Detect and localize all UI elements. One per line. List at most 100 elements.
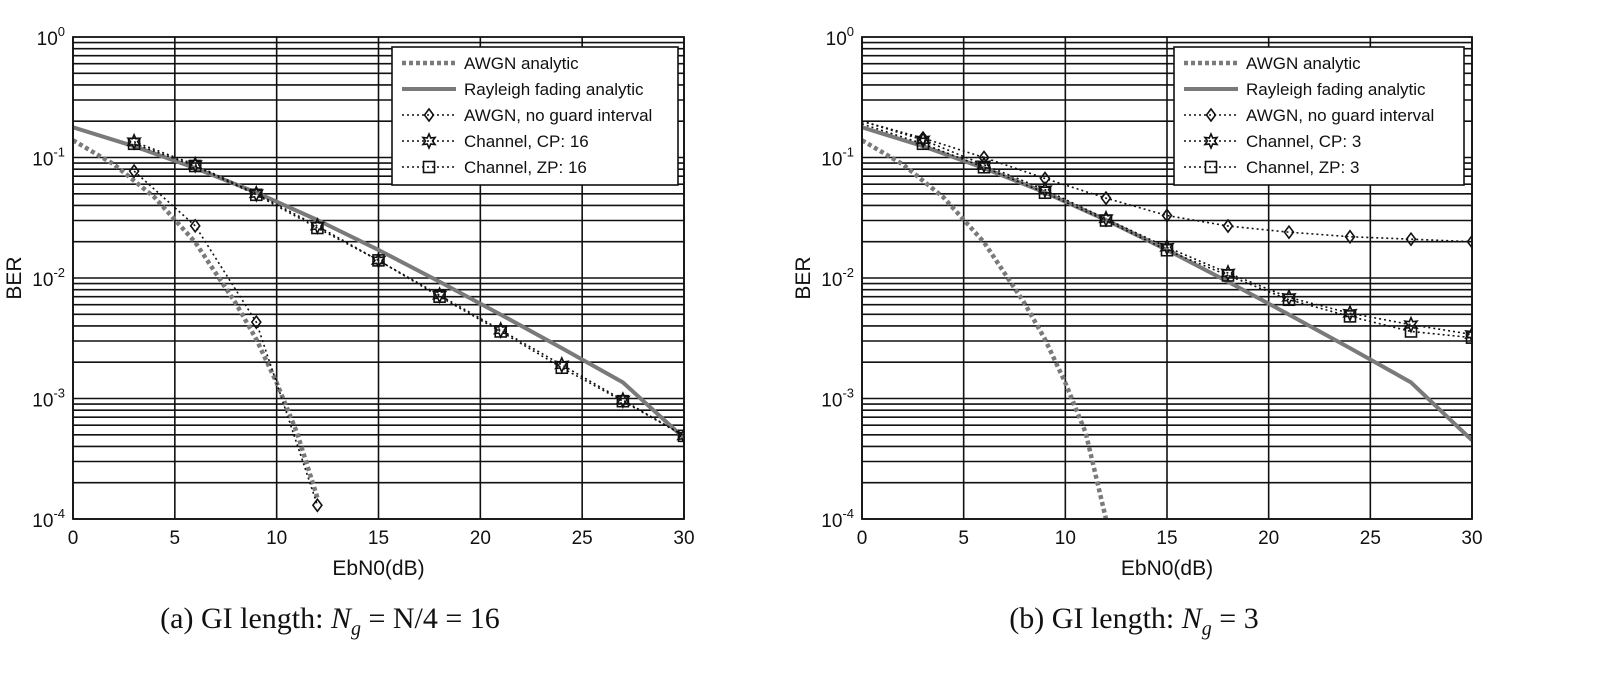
- x-tick-label: 20: [1258, 528, 1279, 549]
- series-line-awgn-no-guard-interval: [133, 170, 319, 506]
- legend-marker-star: [1203, 132, 1219, 150]
- marker-square: [1343, 310, 1357, 323]
- legend-label: AWGN analytic: [464, 54, 579, 73]
- series-line-channel-cp-3: [862, 120, 1472, 336]
- legend-label: Rayleigh fading analytic: [1246, 80, 1426, 99]
- marker-diamond: [189, 218, 201, 234]
- marker-square: [1404, 325, 1418, 338]
- x-tick-label: 25: [572, 528, 593, 549]
- legend-label: Channel, ZP: 16: [464, 158, 587, 177]
- x-tick-label: 10: [1055, 528, 1076, 549]
- marker-diamond: [250, 314, 262, 330]
- marker-diamond: [1283, 224, 1295, 240]
- x-tick-label: 30: [673, 528, 694, 549]
- marker-square: [433, 290, 446, 303]
- series-group: [73, 125, 684, 513]
- legend-marker-diamond: [1205, 107, 1217, 123]
- x-tick-label: 30: [1461, 528, 1482, 549]
- x-tick-label: 25: [1360, 528, 1381, 549]
- marker-square: [494, 325, 508, 338]
- series-line-awgn-no-guard-interval: [862, 120, 1472, 243]
- x-tick-label: 20: [470, 528, 491, 549]
- y-tick-label: 10-3: [821, 386, 854, 412]
- series-group: [862, 120, 1472, 519]
- marker-star: [915, 130, 931, 149]
- marker-square: [1038, 186, 1052, 200]
- marker-diamond: [1405, 231, 1417, 247]
- y-tick-label: 10-1: [821, 145, 854, 171]
- y-tick-label: 10-4: [32, 506, 65, 532]
- legend-box: [391, 46, 679, 186]
- legend-label: Channel, CP: 16: [464, 132, 589, 151]
- marker-star: [1037, 180, 1053, 199]
- x-tick-label: 0: [68, 528, 79, 549]
- series-line-awgn-analytic: [862, 138, 1109, 519]
- marker-diamond: [311, 497, 323, 513]
- marker-square: [1282, 293, 1296, 307]
- axes-frame: [861, 36, 1473, 520]
- y-tick-label: 10-1: [32, 145, 65, 171]
- legend: AWGN analytic Rayleigh fading analytic AWG…: [391, 46, 679, 186]
- marker-diamond: [128, 163, 140, 179]
- legend-marker-diamond: [423, 107, 435, 123]
- x-tick-label: 10: [266, 528, 287, 549]
- marker-square: [188, 159, 202, 173]
- marker-square: [677, 429, 684, 443]
- gridlines: [861, 37, 1473, 520]
- chart-panel-b: 0 5 10 15 20 25 30 10-4 10-3 10-2 10-1 100 EbN0(dB) B…: [792, 24, 1483, 640]
- y-tick-label: 100: [37, 24, 65, 50]
- y-axis-label: BER: [3, 256, 26, 299]
- marker-square: [1160, 243, 1174, 257]
- series-line-channel-zp-3: [862, 123, 1472, 339]
- marker-diamond: [978, 150, 990, 165]
- x-tick-label: 0: [857, 528, 868, 549]
- y-tick-label: 100: [826, 24, 854, 50]
- marker-square: [1099, 214, 1113, 227]
- marker-square: [977, 160, 991, 174]
- legend-marker-square: [422, 160, 436, 174]
- marker-diamond: [1466, 234, 1472, 250]
- marker-star: [1464, 325, 1472, 344]
- marker-square: [1465, 331, 1472, 344]
- legend-label: AWGN analytic: [1246, 54, 1361, 73]
- marker-star: [1403, 315, 1419, 334]
- legend-label: Channel, CP: 3: [1246, 132, 1361, 151]
- legend-marker-square: [1204, 160, 1218, 174]
- chart-panel-a: 0 5 10 15 20 25 30 10-4 10-3 10-2 10-1 100 EbN0(dB) B…: [3, 24, 695, 640]
- y-tick-label: 10-4: [821, 506, 854, 532]
- legend-label: AWGN, no guard interval: [464, 106, 652, 125]
- x-tick-label: 15: [1156, 528, 1177, 549]
- series-line-channel-zp-16: [133, 143, 684, 437]
- marker-square: [616, 394, 630, 408]
- marker-square: [1221, 269, 1235, 282]
- marker-square: [250, 188, 263, 202]
- x-tick-label: 5: [170, 528, 181, 549]
- marker-square: [127, 137, 141, 151]
- x-axis-label: EbN0(dB): [332, 557, 424, 580]
- legend-marker-star: [421, 132, 437, 150]
- y-tick-label: 10-2: [32, 265, 65, 291]
- x-tick-label: 15: [368, 528, 389, 549]
- marker-star: [1342, 304, 1358, 323]
- legend: AWGN analytic Rayleigh fading analytic AWG…: [1173, 46, 1465, 186]
- legend-box: [1173, 46, 1465, 186]
- legend-label: Rayleigh fading analytic: [464, 80, 644, 99]
- marker-diamond: [1100, 190, 1112, 206]
- marker-diamond: [1161, 208, 1173, 223]
- series-line-awgn-analytic: [73, 138, 320, 499]
- chart-caption: (b) GI length: Ng = 3: [1009, 602, 1258, 640]
- marker-square: [916, 137, 930, 151]
- axes-frame: [72, 36, 685, 520]
- series-line-rayleigh-fading-analytic: [73, 125, 684, 440]
- marker-square: [311, 221, 324, 235]
- legend-label: AWGN, no guard interval: [1246, 106, 1434, 125]
- legend-label: Channel, ZP: 3: [1246, 158, 1359, 177]
- x-axis-label: EbN0(dB): [1121, 557, 1213, 580]
- marker-square: [372, 254, 385, 267]
- y-tick-label: 10-2: [821, 265, 854, 291]
- marker-diamond: [1222, 218, 1234, 234]
- chart-caption: (a) GI length: Ng = N/4 = 16: [160, 602, 500, 640]
- y-tick-label: 10-3: [32, 386, 65, 412]
- y-axis-label: BER: [792, 256, 815, 299]
